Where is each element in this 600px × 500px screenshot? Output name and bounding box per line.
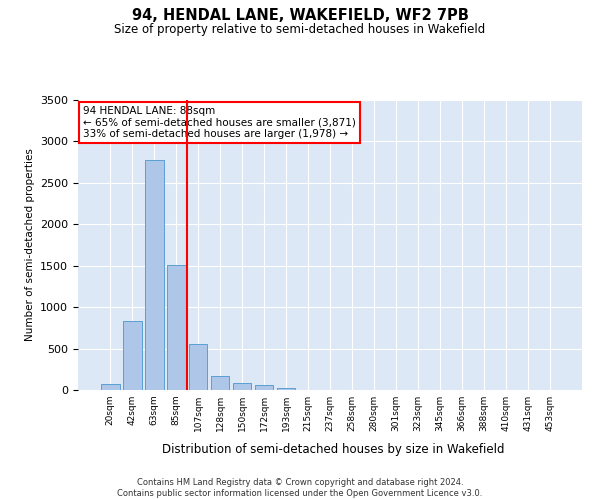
Bar [277, 388, 295, 390]
Bar [211, 376, 229, 390]
Bar [123, 321, 142, 390]
Text: Contains HM Land Registry data © Crown copyright and database right 2024.
Contai: Contains HM Land Registry data © Crown c… [118, 478, 482, 498]
Text: Distribution of semi-detached houses by size in Wakefield: Distribution of semi-detached houses by … [162, 442, 504, 456]
Text: 94 HENDAL LANE: 88sqm
← 65% of semi-detached houses are smaller (3,871)
33% of s: 94 HENDAL LANE: 88sqm ← 65% of semi-deta… [83, 106, 356, 139]
Bar [101, 384, 119, 390]
Bar [145, 160, 164, 390]
Bar [189, 344, 208, 390]
Text: 94, HENDAL LANE, WAKEFIELD, WF2 7PB: 94, HENDAL LANE, WAKEFIELD, WF2 7PB [131, 8, 469, 22]
Bar [233, 384, 251, 390]
Text: Size of property relative to semi-detached houses in Wakefield: Size of property relative to semi-detach… [115, 22, 485, 36]
Y-axis label: Number of semi-detached properties: Number of semi-detached properties [25, 148, 35, 342]
Bar [167, 265, 185, 390]
Bar [255, 386, 274, 390]
